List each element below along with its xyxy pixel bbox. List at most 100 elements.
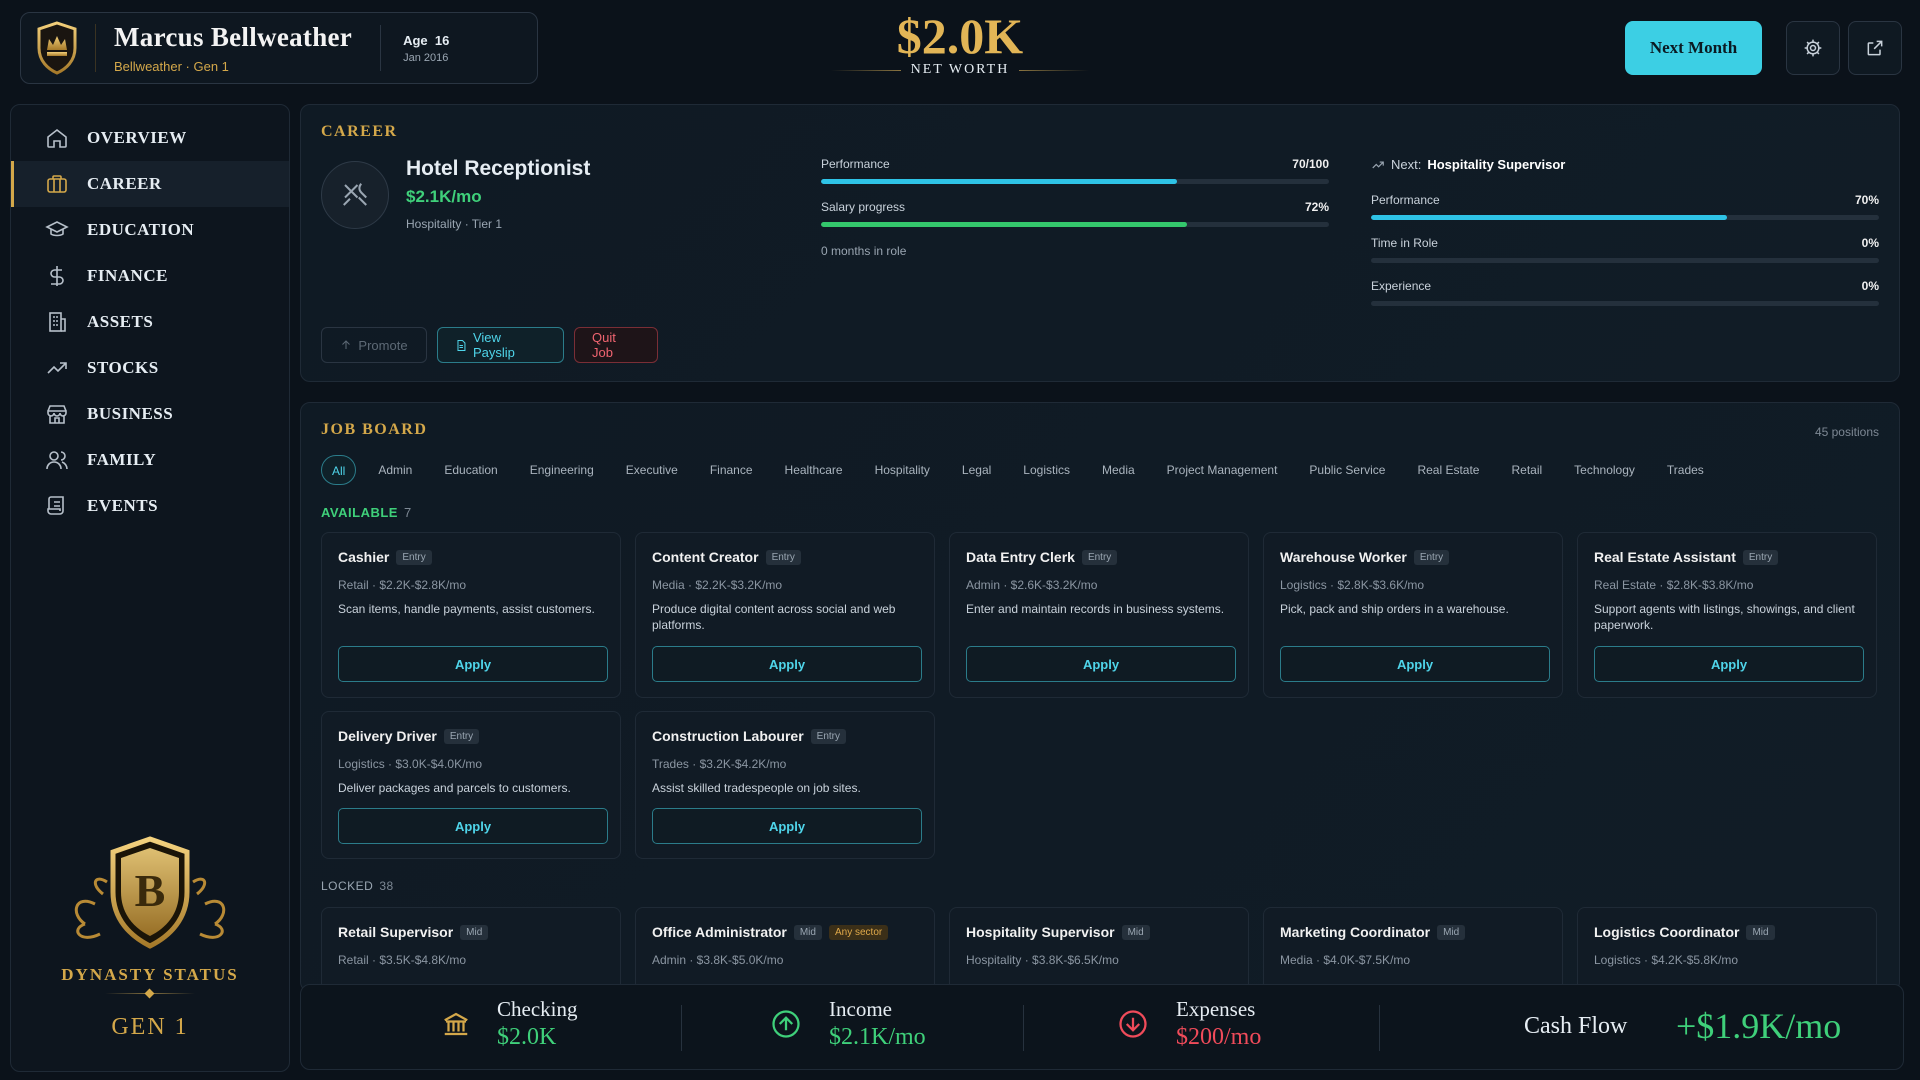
checking-label: Checking — [497, 997, 578, 1021]
filter-chip-finance[interactable]: Finance — [709, 463, 753, 477]
apply-button[interactable]: Apply — [338, 646, 608, 682]
job-card-title: Logistics Coordinator Mid — [1594, 924, 1775, 940]
external-link-button[interactable] — [1848, 21, 1902, 75]
job-meta: Real Estate · $2.8K-$3.8K/mo — [1594, 578, 1754, 592]
sidebar-item-label: FINANCE — [87, 266, 168, 285]
sidebar-item-label: ASSETS — [87, 312, 154, 331]
apply-button[interactable]: Apply — [338, 808, 608, 844]
job-card-title: Construction Labourer Entry — [652, 728, 847, 744]
sidebar-item-education[interactable]: EDUCATION — [11, 207, 289, 253]
dollar-icon — [50, 266, 64, 286]
stat-value: 70% — [1854, 193, 1879, 207]
divider — [681, 1005, 682, 1051]
stat-label: Experience — [1371, 279, 1432, 293]
apply-button[interactable]: Apply — [966, 646, 1236, 682]
sidebar-item-label: OVERVIEW — [87, 128, 187, 147]
job-card-title: Cashier Entry — [338, 549, 432, 565]
sidebar-item-business[interactable]: BUSINESS — [11, 391, 289, 437]
button-label: Quit Job — [592, 330, 616, 360]
level-badge: Entry — [443, 728, 480, 744]
arrow-up-circle-icon — [772, 1010, 800, 1038]
bar-fill — [821, 222, 1187, 227]
filter-chip-hospitality[interactable]: Hospitality — [874, 463, 930, 477]
profile-card: Marcus Bellweather Bellweather · Gen 1 A… — [20, 12, 538, 84]
sidebar-item-assets[interactable]: ASSETS — [11, 299, 289, 345]
next-title: Hospitality Supervisor — [1427, 157, 1566, 172]
category-filters: All Admin Education Engineering Executive Fin… — [321, 455, 1720, 485]
job-meta: Admin · $2.6K-$3.2K/mo — [966, 578, 1098, 592]
job-name: Delivery Driver — [338, 728, 437, 744]
level-badge: Entry — [396, 549, 432, 565]
sidebar-item-stocks[interactable]: STOCKS — [11, 345, 289, 391]
sidebar-item-label: BUSINESS — [87, 404, 174, 423]
quit-job-button[interactable]: Quit Job — [574, 327, 658, 363]
job-meta: Hospitality · $3.8K-$6.5K/mo — [966, 953, 1119, 967]
filter-chip-technology[interactable]: Technology — [1574, 463, 1635, 477]
sidebar-item-overview[interactable]: OVERVIEW — [11, 115, 289, 161]
progress-bar — [1371, 258, 1879, 263]
job-name: Data Entry Clerk — [966, 549, 1075, 565]
filter-chip-retail[interactable]: Retail — [1511, 463, 1543, 477]
apply-button[interactable]: Apply — [1594, 646, 1864, 682]
next-month-button[interactable]: Next Month — [1625, 21, 1762, 75]
job-card-title: Retail Supervisor Mid — [338, 924, 489, 940]
job-card-title: Data Entry Clerk Entry — [966, 549, 1118, 565]
filter-chip-public-service[interactable]: Public Service — [1309, 463, 1386, 477]
apply-button[interactable]: Apply — [652, 808, 922, 844]
sidebar-item-finance[interactable]: FINANCE — [11, 253, 289, 299]
filter-chip-executive[interactable]: Executive — [625, 463, 678, 477]
view-payslip-button[interactable]: View Payslip — [437, 327, 564, 363]
sidebar-item-career[interactable]: CAREER — [11, 161, 289, 207]
sidebar-item-events[interactable]: EVENTS — [11, 483, 289, 529]
filter-chip-engineering[interactable]: Engineering — [529, 463, 594, 477]
gear-icon — [1804, 39, 1822, 57]
filter-chip-all[interactable]: All — [321, 455, 357, 485]
job-name: Warehouse Worker — [1280, 549, 1407, 565]
sidebar-item-family[interactable]: FAMILY — [11, 437, 289, 483]
locked-label-text: LOCKED — [321, 879, 374, 893]
filter-chip-media[interactable]: Media — [1101, 463, 1135, 477]
apply-button[interactable]: Apply — [652, 646, 922, 682]
level-badge: Entry — [765, 549, 801, 565]
job-salary: $2.1K/mo — [406, 187, 482, 206]
level-badge: Entry — [1081, 549, 1118, 565]
job-name: Construction Labourer — [652, 728, 804, 744]
checking-value: $2.0K — [497, 1024, 557, 1050]
filter-chip-healthcare[interactable]: Healthcare — [784, 463, 843, 477]
job-card-title: Content Creator Entry — [652, 549, 801, 565]
job-card: Real Estate Assistant Entry Real Estate · … — [1577, 532, 1877, 698]
job-board-panel: JOB BOARD 45 positions All Admin Education… — [300, 402, 1900, 992]
utensils-icon — [343, 183, 367, 206]
divider — [1023, 1005, 1024, 1051]
scroll-icon — [47, 496, 64, 515]
button-label: View Payslip — [472, 330, 515, 360]
locked-job-card: Retail Supervisor Mid Retail · $3.5K-$4.8K… — [321, 907, 621, 991]
level-badge: Mid — [1437, 924, 1466, 940]
graduation-cap-icon — [45, 221, 69, 237]
job-meta: Hospitality · Tier 1 — [406, 217, 503, 231]
net-worth-value: $2.0K — [896, 8, 1024, 64]
apply-button[interactable]: Apply — [1280, 646, 1550, 682]
checking-stat: Checking $2.0K — [441, 997, 577, 1051]
age: Age 16 — [403, 33, 449, 48]
filter-chip-legal[interactable]: Legal — [961, 463, 992, 477]
filter-chip-education[interactable]: Education — [444, 463, 498, 477]
ornament-line — [830, 69, 901, 71]
sidebar-item-label: FAMILY — [87, 450, 157, 469]
divider — [1379, 1005, 1380, 1051]
job-name: Real Estate Assistant — [1594, 549, 1736, 565]
sector-badge: Any sector — [828, 924, 889, 940]
filter-chip-project-management[interactable]: Project Management — [1166, 463, 1278, 477]
filter-chip-real-estate[interactable]: Real Estate — [1417, 463, 1480, 477]
external-link-icon — [1867, 40, 1883, 56]
job-card: Content Creator Entry Media · $2.2K-$3.2K/… — [635, 532, 935, 698]
promote-button[interactable]: Promote — [321, 327, 427, 363]
settings-button[interactable] — [1786, 21, 1840, 75]
trending-up-icon — [1372, 161, 1384, 168]
filter-chip-admin[interactable]: Admin — [378, 463, 413, 477]
net-worth-label-row: NET WORTH — [820, 62, 1100, 78]
filter-chip-trades[interactable]: Trades — [1666, 463, 1704, 477]
filter-chip-logistics[interactable]: Logistics — [1023, 463, 1070, 477]
level-badge: Mid — [460, 924, 489, 940]
level-badge: Mid — [1746, 924, 1775, 940]
